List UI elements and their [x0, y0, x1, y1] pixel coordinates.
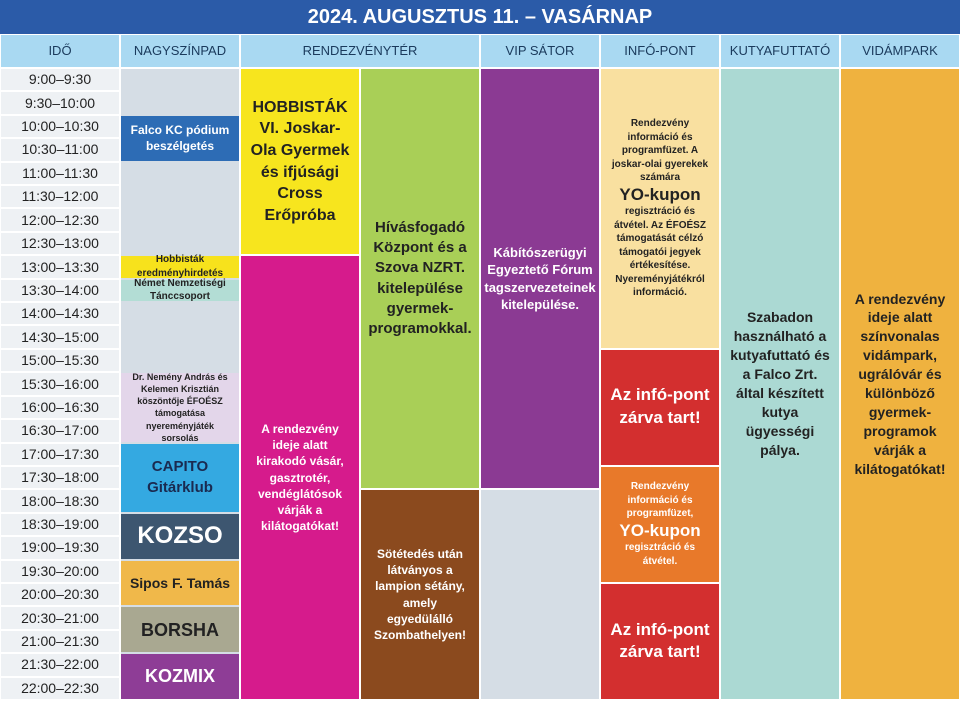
stage-event: Sipos F. Tamás: [121, 560, 239, 606]
time-cell: 17:00–17:30: [1, 443, 119, 465]
text-part: YO-kupon: [619, 184, 701, 204]
time-cell: 14:00–14:30: [1, 303, 119, 325]
time-cell: 9:00–9:30: [1, 69, 119, 91]
venue-event: Sötétedés után látványos a lampion sétán…: [361, 490, 479, 699]
time-cell: 21:00–21:30: [1, 630, 119, 653]
column-header: IDŐ: [1, 35, 119, 67]
text-part: Az infó-pont zárva tart!: [610, 385, 710, 428]
time-cell: 10:00–10:30: [1, 115, 119, 138]
info-event: Rendezvény információ és programfüzet, YO…: [601, 466, 719, 582]
column-header: RENDEZVÉNYTÉR: [241, 35, 479, 67]
column-header: VIDÁMPARK: [841, 35, 959, 67]
venue-event: A rendezvény ideje alatt kirakodó vásár,…: [241, 256, 359, 699]
time-cell: 18:30–19:00: [1, 513, 119, 536]
title-bar: 2024. AUGUSZTUS 11. – VASÁRNAP: [0, 0, 960, 34]
stage-event: BORSHA: [121, 607, 239, 653]
time-cell: 11:00–11:30: [1, 162, 119, 185]
vip-event: Kábítószerügyi Egyeztető Fórum tagszerve…: [481, 69, 599, 489]
stage-event: CAPITO Gitárklub: [121, 443, 239, 512]
time-cell: 13:00–13:30: [1, 256, 119, 278]
time-cell: 19:00–19:30: [1, 537, 119, 559]
time-cell: 12:00–12:30: [1, 209, 119, 231]
time-cell: 22:00–22:30: [1, 677, 119, 699]
time-cell: 20:00–20:30: [1, 583, 119, 606]
time-cell: 14:30–15:00: [1, 326, 119, 348]
info-event: Rendezvény információ és programfüzet. A…: [601, 69, 719, 348]
column-header: KUTYAFUTTATÓ: [721, 35, 839, 67]
text-part: regisztráció és átvétel.: [624, 542, 696, 567]
time-cell: 21:30–22:00: [1, 654, 119, 676]
text-part: Rendezvény információ és programfüzet. A…: [611, 118, 709, 184]
text-part: Rendezvény információ és programfüzet,: [626, 481, 694, 520]
text-part: YO-kupon: [619, 520, 701, 540]
info-event: Az infó-pont zárva tart!: [601, 583, 719, 699]
info-event: Az infó-pont zárva tart!: [601, 349, 719, 465]
stage-event: KOZMIX: [121, 654, 239, 699]
amusement-park: A rendezvény ideje alatt színvonalas vid…: [841, 69, 959, 699]
time-cell: 20:30–21:00: [1, 607, 119, 629]
time-cell: 12:30–13:00: [1, 232, 119, 255]
time-cell: 10:30–11:00: [1, 139, 119, 161]
stage-event: Német Nemzetiségi Tánccsoport: [121, 278, 239, 302]
time-cell: 15:00–15:30: [1, 349, 119, 372]
time-cell: 11:30–12:00: [1, 186, 119, 208]
column-header: NAGYSZÍNPAD: [121, 35, 239, 67]
stage-event: Hobbisták eredményhirdetés: [121, 254, 239, 279]
stage-event: Dr. Nemény András és Kelemen Krisztián k…: [121, 372, 239, 443]
stage-event: KOZSO: [121, 513, 239, 559]
venue-event: Hívásfogadó Központ és a Szova NZRT. kit…: [361, 69, 479, 489]
vip-empty: [481, 490, 599, 699]
time-cell: 19:30–20:00: [1, 560, 119, 582]
text-part: Az infó-pont zárva tart!: [610, 619, 710, 662]
time-cell: 15:30–16:00: [1, 373, 119, 395]
text-part: regisztráció és átvétel. Az ÉFOÉSZ támog…: [614, 206, 706, 299]
time-cell: 13:30–14:00: [1, 279, 119, 302]
stage-event: Falco KC pódium beszélgetés: [121, 115, 239, 161]
time-cell: 17:30–18:00: [1, 466, 119, 489]
venue-event: HOBBISTÁK VI. Joskar-Ola Gyermek és ifjú…: [241, 69, 359, 255]
dog-park: Szabadon használható a kutyafuttató és a…: [721, 69, 839, 699]
column-header: INFÓ-PONT: [601, 35, 719, 67]
time-cell: 18:00–18:30: [1, 490, 119, 512]
column-header: VIP SÁTOR: [481, 35, 599, 67]
time-cell: 9:30–10:00: [1, 92, 119, 114]
time-cell: 16:30–17:00: [1, 420, 119, 442]
time-cell: 16:00–16:30: [1, 396, 119, 419]
